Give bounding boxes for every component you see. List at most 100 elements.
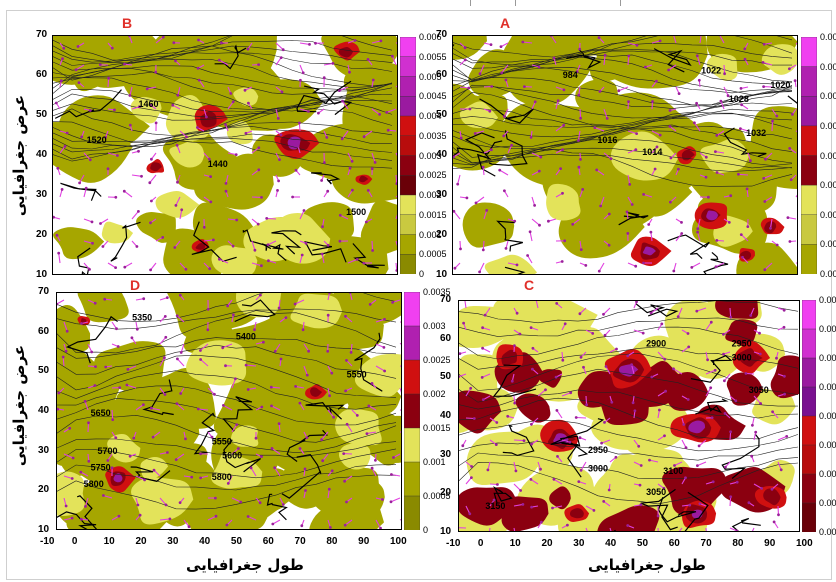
wind-vector [327, 409, 335, 418]
shade-region [155, 190, 200, 218]
wind-vector-head [180, 208, 184, 212]
map-border [452, 35, 798, 275]
latitude-tick-label: 40 [436, 149, 448, 160]
contour-line [458, 368, 798, 407]
contour-line [452, 108, 793, 128]
colorbar-tick-label: 0.00 [820, 91, 836, 102]
contour-line [52, 105, 393, 148]
latitude-tick-label: 70 [38, 286, 50, 297]
wind-vector [691, 262, 701, 268]
colorbar-step [801, 444, 817, 475]
coastline [193, 412, 216, 455]
wind-vector [723, 86, 729, 96]
longitude-tick-label: 70 [700, 538, 712, 549]
wind-vector-head [537, 65, 541, 69]
wind-vector-head [111, 418, 115, 421]
wind-vector-head [729, 315, 733, 319]
map-panel-c: 2950 3000 3050 3100 3150 2950 3000 3050 2900 [458, 300, 800, 532]
wind-vector-head [472, 417, 476, 420]
wind-vector [723, 64, 726, 74]
wind-vector-head [355, 414, 359, 417]
wind-vector [278, 423, 281, 433]
wind-vector-head [279, 357, 283, 361]
wind-vector-head [579, 116, 582, 120]
colorbar-step [399, 234, 417, 255]
wind-vector-head [302, 209, 306, 212]
wind-vector [375, 365, 385, 372]
wind-vector-head [638, 483, 642, 487]
wind-vector [341, 130, 349, 140]
coastline [488, 130, 528, 166]
wind-vector [227, 218, 237, 221]
colorbar-d [403, 291, 421, 531]
wind-vector [488, 527, 491, 532]
shade-region [549, 486, 571, 510]
wind-vector [203, 239, 214, 242]
longitude-tick-label: 10 [103, 536, 115, 547]
wind-vector [107, 152, 118, 157]
wind-vector [231, 424, 238, 433]
coastline [550, 418, 605, 457]
wind-vector-head [740, 103, 743, 107]
wind-vector [375, 318, 385, 323]
longitude-tick-label: 90 [358, 536, 370, 547]
wind-vector [693, 122, 701, 132]
wind-vector-head [229, 92, 233, 95]
wind-vector-head [713, 368, 717, 372]
colorbar-step [403, 325, 421, 361]
contour-label: 5650 [91, 408, 111, 418]
contour-line [458, 419, 799, 452]
wind-vector-head [751, 423, 754, 427]
wind-vector-head [364, 220, 368, 224]
colorbar-tick-label: 0.001 [419, 229, 442, 240]
colorbar-tick-label: 0 [423, 525, 429, 535]
wind-vector [159, 336, 167, 345]
latitude-tick-label: 30 [436, 189, 448, 200]
contour-line [452, 139, 793, 166]
contour-line [452, 124, 793, 158]
wind-vector-head [163, 393, 167, 396]
wind-vector-head [344, 314, 347, 318]
contour-line [52, 93, 393, 118]
wind-vector-head [104, 365, 108, 369]
wind-vector-head [224, 364, 227, 368]
wind-vector-head [113, 108, 116, 112]
wind-vector [482, 240, 485, 250]
shade-region [575, 79, 619, 111]
shade-region [211, 245, 258, 275]
wind-vector [231, 378, 236, 389]
wind-vector-head [521, 40, 525, 44]
colorbar-tick-label: 0.0005 [819, 527, 836, 537]
wind-vector-head [168, 517, 172, 521]
wind-vector-head [626, 232, 630, 235]
colorbar-tick-label: 0.0035 [419, 130, 447, 141]
colorbar-tick-label: 0.00 [820, 209, 836, 220]
contour-line [458, 346, 799, 370]
wind-vector-head [64, 349, 68, 353]
wind-vector-head [362, 261, 366, 265]
wind-vector [390, 497, 401, 503]
wind-vector-head [178, 293, 182, 297]
wind-vector-head [578, 47, 582, 51]
wind-vector-head [533, 204, 536, 207]
wind-vector-head [370, 466, 374, 470]
wind-vector-head [669, 156, 673, 160]
wind-vector-head [320, 438, 323, 441]
wind-vector-head [762, 85, 765, 88]
wind-vector-head [577, 480, 581, 483]
wind-vector [705, 527, 707, 532]
wind-vector-head [383, 317, 386, 321]
contour-line [458, 326, 799, 360]
wind-vector-head [729, 430, 732, 434]
shade-region [597, 505, 660, 532]
map-panel-d: 5350 5400 5550 5650 5700 5750 5800 5550 5600 5800 [56, 292, 402, 530]
wind-vector [627, 130, 637, 135]
wind-vector [79, 174, 85, 184]
wind-vector-head [658, 133, 662, 137]
wind-vector-head [87, 421, 90, 425]
wind-vector-head [630, 203, 634, 206]
coastline [560, 435, 582, 478]
coastline [110, 221, 141, 262]
wind-vector [62, 356, 65, 367]
longitude-tick-label: 100 [796, 538, 813, 549]
